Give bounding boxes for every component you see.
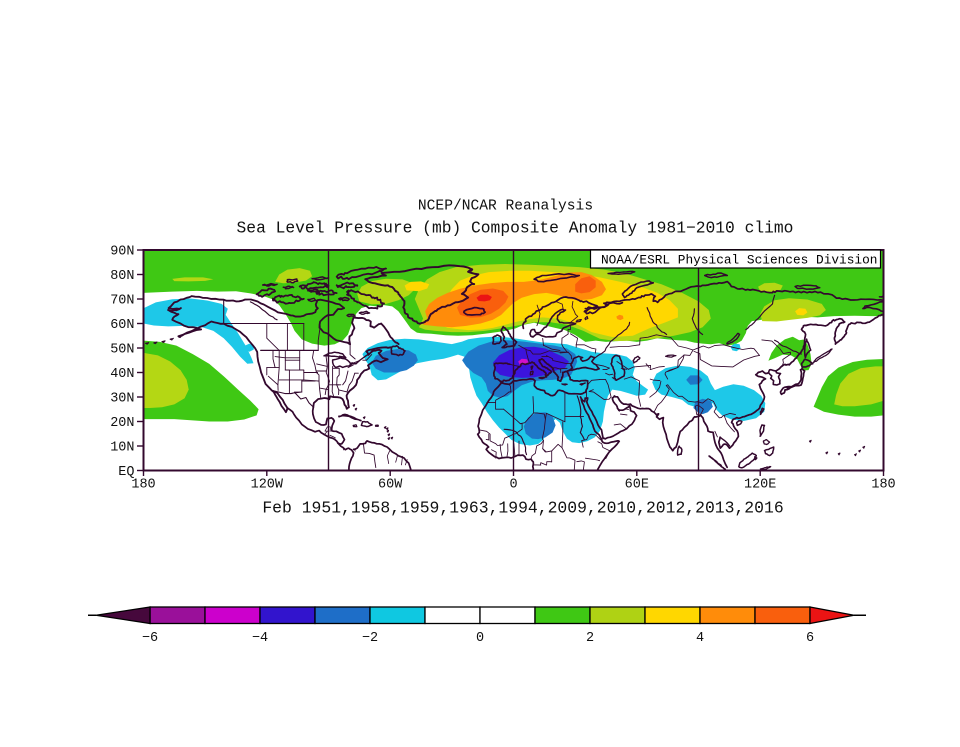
svg-text:60N: 60N	[110, 318, 134, 333]
svg-text:50N: 50N	[110, 343, 134, 358]
svg-text:NOAA/ESRL Physical Sciences Di: NOAA/ESRL Physical Sciences Division	[601, 253, 877, 268]
svg-text:30N: 30N	[110, 392, 134, 407]
svg-text:20N: 20N	[110, 416, 134, 431]
svg-text:−4: −4	[252, 631, 268, 646]
svg-text:10N: 10N	[110, 441, 134, 456]
svg-text:60E: 60E	[625, 478, 649, 493]
svg-text:Sea Level Pressure (mb) Compos: Sea Level Pressure (mb) Composite Anomal…	[237, 219, 794, 238]
svg-text:2: 2	[586, 631, 594, 646]
svg-text:NCEP/NCAR Reanalysis: NCEP/NCAR Reanalysis	[418, 199, 593, 215]
svg-text:60W: 60W	[378, 478, 403, 493]
svg-text:EQ: EQ	[118, 465, 134, 480]
svg-text:180: 180	[131, 478, 155, 493]
svg-text:4: 4	[696, 631, 704, 646]
svg-text:80N: 80N	[110, 269, 134, 284]
svg-text:180: 180	[871, 478, 895, 493]
svg-text:70N: 70N	[110, 294, 134, 309]
svg-text:40N: 40N	[110, 367, 134, 382]
svg-text:0: 0	[476, 631, 484, 646]
svg-text:0: 0	[509, 478, 517, 493]
svg-text:−2: −2	[362, 631, 378, 646]
svg-text:120E: 120E	[744, 478, 776, 493]
svg-text:90N: 90N	[110, 245, 134, 260]
svg-text:Feb 1951,1958,1959,1963,1994,2: Feb 1951,1958,1959,1963,1994,2009,2010,2…	[262, 499, 783, 518]
svg-text:−6: −6	[142, 631, 158, 646]
svg-text:6: 6	[806, 631, 814, 646]
svg-text:120W: 120W	[251, 478, 284, 493]
